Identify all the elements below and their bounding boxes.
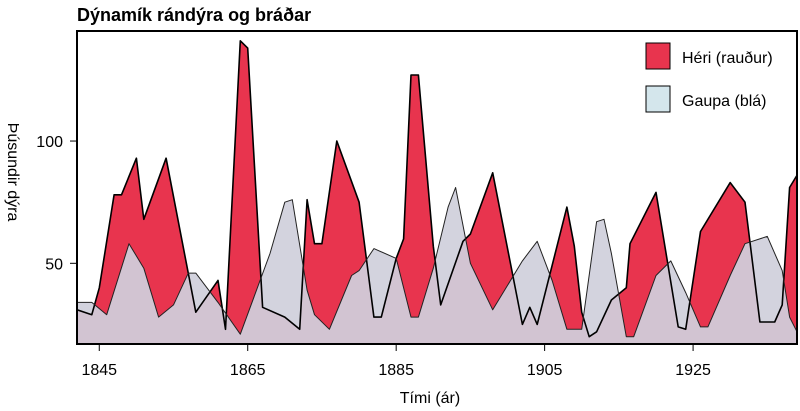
hare-area — [77, 40, 797, 344]
x-tick-label: 1845 — [81, 362, 117, 379]
x-tick-label: 1865 — [230, 362, 266, 379]
legend-swatch-lynx — [645, 85, 671, 113]
legend-label-lynx: Gaupa (blá) — [682, 93, 767, 110]
y-axis-label: Þúsundir dýra — [4, 123, 21, 222]
x-tick-label: 1925 — [675, 362, 711, 379]
hare-line — [77, 39, 797, 338]
ticks-layer: 1845 1865 1885 1905 1925 50 100 — [36, 134, 711, 379]
x-tick-label: 1885 — [378, 362, 414, 379]
series-layer — [77, 39, 797, 344]
plot-frame — [76, 30, 798, 345]
legend-label-hare: Héri (rauður) — [682, 50, 773, 67]
legend: Héri (rauður) Gaupa (blá) — [645, 42, 773, 113]
legend-swatch-hare — [645, 42, 671, 70]
x-axis-label: Tími (ár) — [400, 390, 460, 407]
lynx-line — [77, 187, 797, 338]
y-tick-label: 100 — [36, 134, 63, 151]
y-tick-label: 50 — [45, 256, 63, 273]
x-tick-label: 1905 — [527, 362, 563, 379]
chart-title: Dýnamík rándýra og bráðar — [77, 5, 312, 25]
overlap-tint — [77, 187, 797, 344]
